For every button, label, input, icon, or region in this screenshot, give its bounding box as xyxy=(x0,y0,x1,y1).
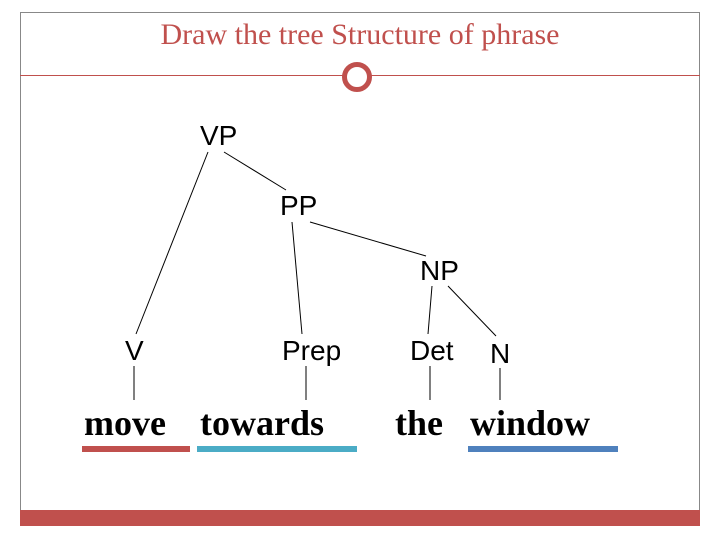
edge xyxy=(292,222,302,334)
divider-circle xyxy=(342,62,372,92)
node-n: N xyxy=(490,338,510,370)
edge xyxy=(224,152,286,190)
underline-towards xyxy=(197,446,357,452)
word-window: window xyxy=(470,402,590,444)
word-the: the xyxy=(395,402,443,444)
node-det: Det xyxy=(410,335,454,367)
footer-bar xyxy=(20,510,700,526)
node-v: V xyxy=(125,335,144,367)
edge xyxy=(136,152,208,334)
underline-move xyxy=(82,446,190,452)
node-vp: VP xyxy=(200,120,237,152)
node-prep: Prep xyxy=(282,335,341,367)
underline-window xyxy=(468,446,618,452)
tree-diagram: VP PP NP V Prep Det Nmove towards the window xyxy=(20,100,700,500)
word-move: move xyxy=(84,402,166,444)
edge xyxy=(428,286,432,334)
edge xyxy=(310,222,426,256)
word-towards: towards xyxy=(200,402,324,444)
edge xyxy=(448,286,496,336)
page-title: Draw the tree Structure of phrase xyxy=(0,18,720,52)
node-pp: PP xyxy=(280,190,317,222)
node-np: NP xyxy=(420,255,459,287)
